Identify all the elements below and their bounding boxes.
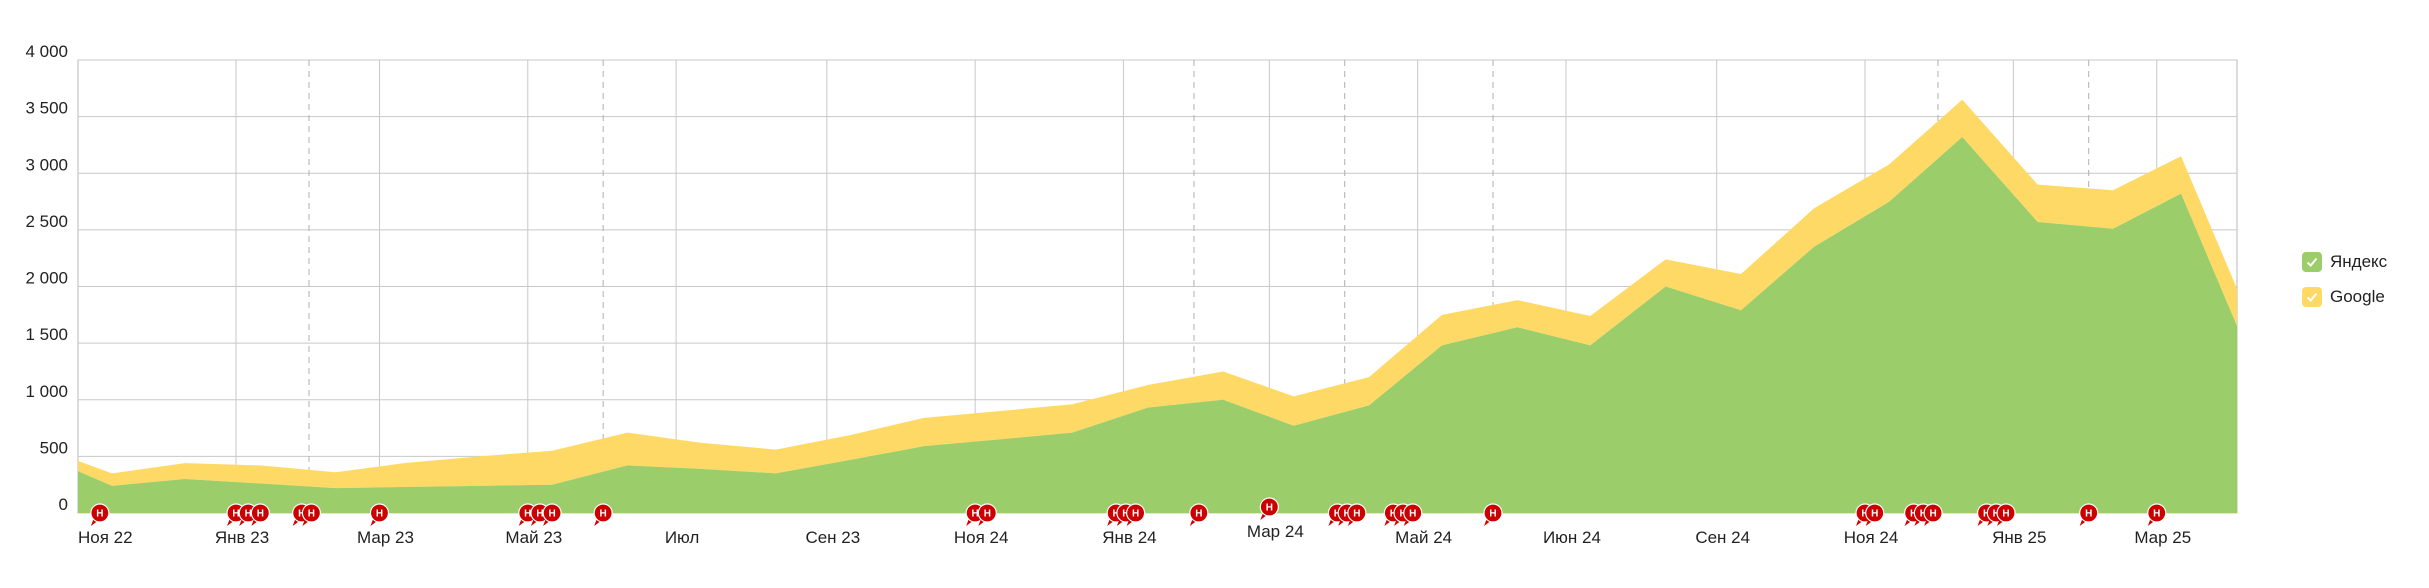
- y-tick-label: 2 000: [25, 269, 68, 288]
- x-tick-label: Мар 23: [357, 528, 414, 547]
- annotation-marker-label: Н: [1266, 503, 1273, 514]
- annotation-marker[interactable]: Н: [1126, 503, 1146, 526]
- x-tick-label: Ноя 24: [1844, 528, 1899, 547]
- x-tick-label: Июн 24: [1543, 528, 1601, 547]
- legend-item-google[interactable]: Google: [2302, 279, 2387, 314]
- annotation-marker[interactable]: Н: [369, 503, 390, 526]
- y-tick-label: 500: [40, 438, 68, 457]
- annotation-marker[interactable]: Н: [1865, 503, 1885, 526]
- x-tick-label: Сен 24: [1695, 528, 1750, 547]
- annotation-marker-label: Н: [96, 509, 103, 520]
- annotation-marker-label: Н: [1399, 509, 1406, 520]
- annotation-marker[interactable]: Н: [90, 503, 110, 526]
- yandex-checkbox-icon[interactable]: [2302, 251, 2322, 272]
- y-tick-label: 0: [59, 495, 68, 514]
- annotation-marker-label: Н: [376, 509, 383, 520]
- annotation-marker-label: Н: [2085, 509, 2092, 520]
- y-tick-label: 2 500: [25, 212, 68, 231]
- series-areas: [78, 99, 2237, 513]
- annotation-marker-label: Н: [1871, 509, 1878, 520]
- annotation-marker-label: Н: [1344, 509, 1351, 520]
- annotation-marker-label: Н: [548, 509, 555, 520]
- annotation-marker-label: Н: [536, 509, 543, 520]
- area-series-yandex: [78, 137, 2237, 513]
- annotation-marker[interactable]: Н: [1259, 497, 1279, 520]
- annotation-marker[interactable]: Н: [593, 503, 613, 526]
- annotation-marker[interactable]: Н: [1996, 503, 2016, 526]
- y-tick-label: 3 000: [25, 155, 68, 174]
- annotation-marker[interactable]: Н: [977, 503, 997, 526]
- legend-label-yandex: Яндекс: [2330, 251, 2388, 271]
- annotation-marker-label: Н: [1920, 509, 1927, 520]
- annotation-marker[interactable]: Н: [301, 503, 322, 526]
- annotation-marker[interactable]: Н: [1189, 503, 1209, 526]
- annotation-marker-label: Н: [1334, 509, 1341, 520]
- annotation-marker-label: Н: [1113, 509, 1120, 520]
- annotation-marker-label: Н: [245, 509, 252, 520]
- x-tick-label: Июл: [665, 528, 700, 547]
- annotation-marker[interactable]: Н: [542, 503, 562, 526]
- legend-item-yandex[interactable]: Яндекс: [2302, 244, 2387, 279]
- x-tick-label: Май 24: [1395, 528, 1452, 547]
- annotation-marker-label: Н: [1983, 509, 1990, 520]
- annotation-marker[interactable]: Н: [1403, 503, 1423, 526]
- annotation-marker[interactable]: Н: [1483, 503, 1503, 526]
- annotation-marker-label: Н: [524, 509, 531, 520]
- y-tick-label: 3 500: [25, 99, 68, 118]
- x-tick-label: Мар 24: [1247, 522, 1304, 541]
- annotation-marker-label: Н: [1195, 509, 1202, 520]
- annotation-marker-label: Н: [1489, 509, 1496, 520]
- annotation-marker-label: Н: [972, 509, 979, 520]
- x-tick-label: Янв 23: [215, 528, 269, 547]
- annotation-marker-label: Н: [232, 509, 239, 520]
- annotation-marker-label: Н: [298, 509, 305, 520]
- annotation-marker-label: Н: [1390, 509, 1397, 520]
- annotation-marker[interactable]: Н: [2079, 503, 2099, 526]
- y-tick-label: 4 000: [25, 42, 68, 61]
- x-tick-label: Ноя 24: [954, 528, 1009, 547]
- annotation-marker-label: Н: [1353, 509, 1360, 520]
- annotation-marker-label: Н: [1132, 509, 1139, 520]
- y-tick-label: 1 000: [25, 382, 68, 401]
- x-tick-label: Май 23: [505, 528, 562, 547]
- x-tick-label: Янв 25: [1992, 528, 2046, 547]
- annotation-marker-label: Н: [1861, 509, 1868, 520]
- annotation-marker[interactable]: Н: [1923, 503, 1943, 526]
- annotation-markers[interactable]: Н Н Н Н Н Н Н Н Н Н Н Н Н Н Н Н ННН Н Н Н Н Н Н Н Н Н Н Н Н Н Н Н Н: [90, 497, 2167, 526]
- annotation-marker[interactable]: Н: [250, 503, 270, 526]
- annotation-marker-label: Н: [1122, 509, 1129, 520]
- annotation-marker-label: Н: [984, 509, 991, 520]
- annotation-marker-label: Н: [1910, 509, 1917, 520]
- annotation-marker-label: Н: [1929, 509, 1936, 520]
- annotation-marker-label: Н: [308, 509, 315, 520]
- google-checkbox-icon[interactable]: [2302, 286, 2322, 307]
- legend-label-google: Google: [2330, 286, 2385, 306]
- x-tick-label: Ноя 22: [78, 528, 133, 547]
- x-tick-label: Янв 24: [1102, 528, 1156, 547]
- axes: 0 500 1 000 1 500 2 000 2 500 3 000 3 500 4 000 Н…: [25, 42, 2191, 547]
- annotation-marker-label: Н: [2002, 509, 2009, 520]
- annotation-marker[interactable]: Н: [2147, 503, 2167, 526]
- annotation-marker[interactable]: Н: [1347, 503, 1367, 526]
- y-tick-label: 1 500: [25, 325, 68, 344]
- annotation-marker-label: Н: [1409, 509, 1416, 520]
- annotation-marker-label: Н: [257, 509, 264, 520]
- annotation-marker-label: Н: [2153, 509, 2160, 520]
- x-tick-label: Мар 25: [2134, 528, 2191, 547]
- legend: Яндекс Google: [2302, 244, 2387, 314]
- x-tick-label: Сен 23: [805, 528, 860, 547]
- annotation-marker-label: Н: [600, 509, 607, 520]
- annotation-marker-label: Н: [1993, 509, 2000, 520]
